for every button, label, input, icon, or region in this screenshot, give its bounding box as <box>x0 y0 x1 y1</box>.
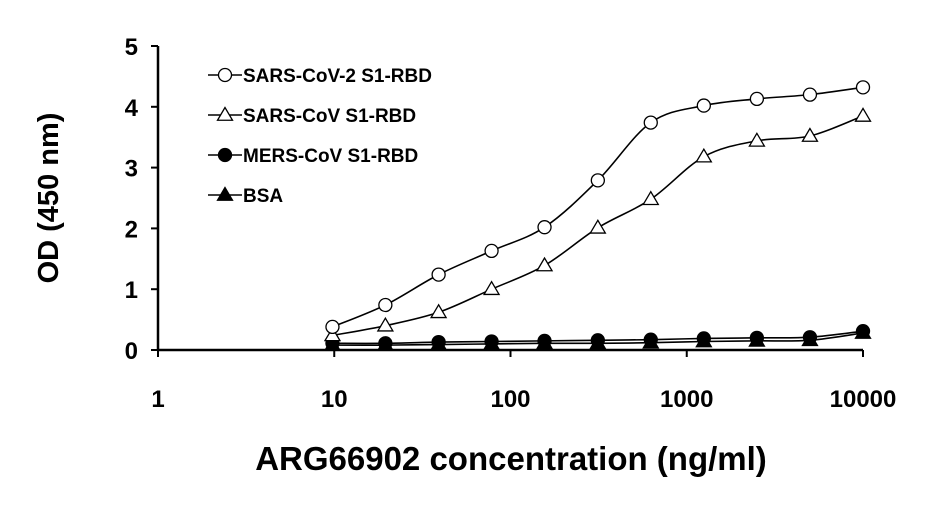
series-mers-cov-s1-rbd <box>325 324 871 351</box>
data-point <box>696 331 711 346</box>
data-point <box>802 330 818 345</box>
legend-marker <box>217 67 233 83</box>
data-point <box>590 333 605 348</box>
data-point <box>749 330 765 345</box>
y-tick-label: 3 <box>125 156 138 183</box>
data-point <box>537 333 552 349</box>
x-ticks: 1 10 100 1000 10000 <box>151 350 896 413</box>
data-point <box>431 334 446 350</box>
data-point <box>378 297 393 313</box>
x-tick-label: 10000 <box>830 386 897 413</box>
x-axis-title: ARG66902 concentration (ng/ml) <box>255 440 767 477</box>
data-point <box>749 91 765 107</box>
legend-label: SARS-CoV-2 S1-RBD <box>243 66 432 87</box>
data-point <box>431 267 446 282</box>
data-point <box>484 334 499 349</box>
data-point <box>589 219 607 234</box>
legend-marker <box>217 147 233 163</box>
series-sars-cov-2-s1-rbd <box>325 80 871 335</box>
data-point <box>590 173 605 188</box>
data-point <box>323 326 342 342</box>
y-tick-label: 4 <box>125 95 139 122</box>
x-tick-label: 1 <box>151 386 164 413</box>
data-point <box>535 256 554 272</box>
data-point <box>854 107 872 122</box>
x-tick-label: 100 <box>490 386 530 413</box>
data-point <box>643 115 658 130</box>
data-point <box>801 127 819 142</box>
data-point <box>696 98 711 113</box>
x-tick-label: 10 <box>321 386 348 413</box>
legend-item: SARS-CoV-2 S1-RBD <box>208 66 432 87</box>
series-sars-cov-s1-rbd <box>323 107 872 342</box>
data-point <box>642 190 660 206</box>
y-tick-label: 1 <box>125 277 138 304</box>
data-point <box>643 332 658 347</box>
y-tick-label: 2 <box>125 216 138 243</box>
legend-label: BSA <box>243 186 283 207</box>
legend-item: BSA <box>208 186 283 207</box>
data-point <box>537 220 552 235</box>
data-point <box>325 319 340 335</box>
legend: SARS-CoV-2 S1-RBD SARS-CoV S1-RBD MERS-CoV… <box>208 66 432 207</box>
y-axis-title: OD (450 nm) <box>33 113 65 284</box>
y-tick-label: 0 <box>125 338 138 365</box>
y-tick-label: 5 <box>125 34 138 61</box>
data-point <box>855 324 871 339</box>
data-point <box>429 303 448 319</box>
data-point <box>376 316 395 332</box>
legend-item: MERS-CoV S1-RBD <box>208 146 418 167</box>
y-ticks: 0 1 2 3 4 5 <box>125 34 158 365</box>
legend-item: SARS-CoV S1-RBD <box>208 106 416 127</box>
series-layer <box>323 80 872 352</box>
data-point <box>748 132 766 147</box>
data-point <box>802 87 818 102</box>
data-point <box>855 80 871 95</box>
data-point <box>378 336 393 351</box>
legend-label: MERS-CoV S1-RBD <box>243 146 418 167</box>
legend-marker <box>216 106 234 121</box>
x-tick-label: 1000 <box>660 386 713 413</box>
legend-marker <box>216 186 234 201</box>
legend-label: SARS-CoV S1-RBD <box>243 106 416 127</box>
data-point <box>484 243 499 259</box>
data-point <box>695 147 713 163</box>
data-point <box>482 280 501 296</box>
